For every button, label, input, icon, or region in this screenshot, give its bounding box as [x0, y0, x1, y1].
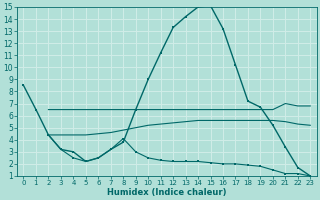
X-axis label: Humidex (Indice chaleur): Humidex (Indice chaleur): [107, 188, 227, 197]
